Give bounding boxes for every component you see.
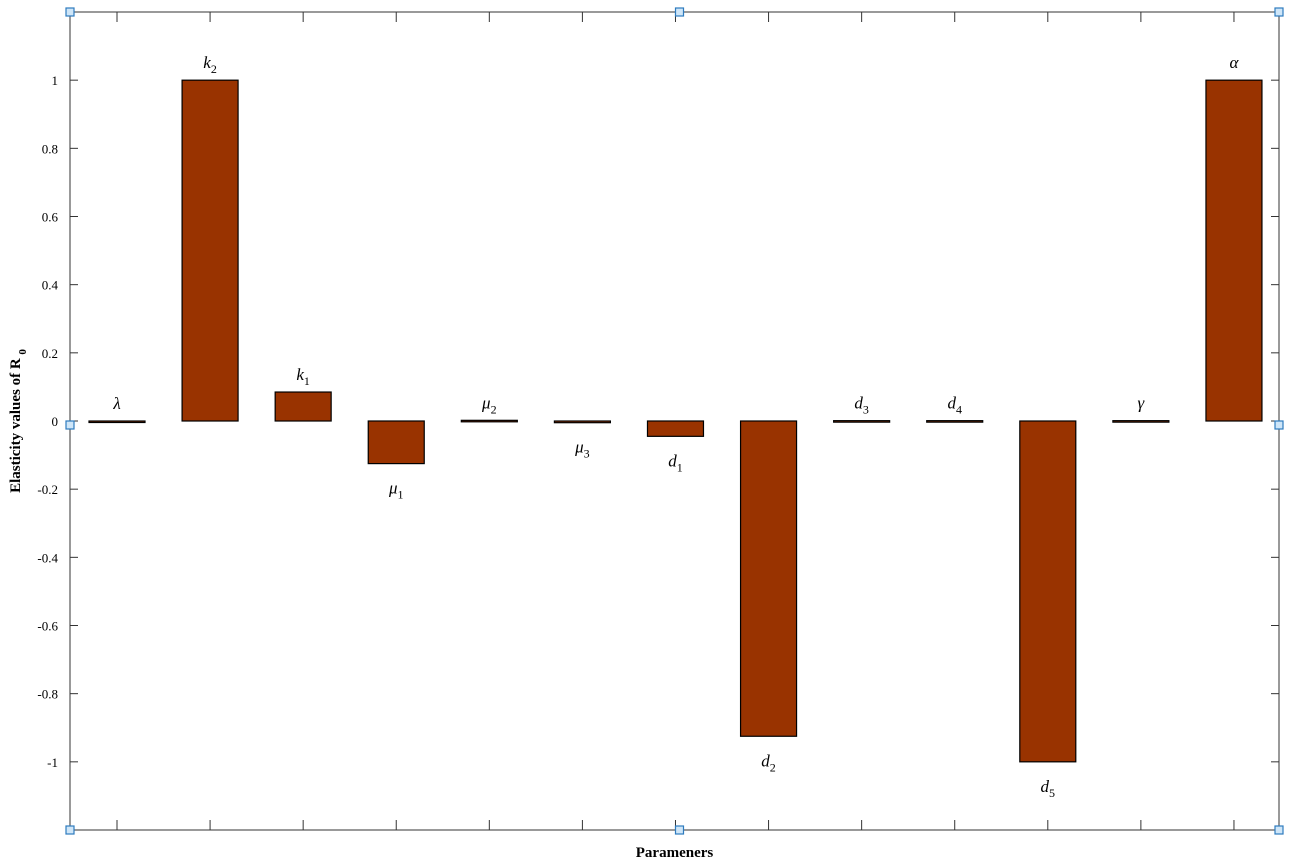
bar-label-subscript: 2: [211, 62, 217, 76]
bar: [274, 391, 332, 422]
bar-label-symbol: α: [1229, 53, 1239, 72]
bar: [926, 420, 984, 423]
bar: [833, 420, 891, 423]
bar-label: μ2: [481, 393, 497, 416]
bar-label: d1: [668, 451, 683, 474]
resize-handle[interactable]: [65, 825, 75, 835]
bar: [646, 420, 705, 437]
y-tick-label: -1: [47, 755, 58, 770]
bar: [460, 419, 518, 423]
bar-label-symbol: μ: [388, 479, 398, 498]
y-tick-label: -0.2: [37, 482, 58, 497]
bar: [1205, 79, 1263, 422]
y-tick-label: 0.8: [42, 141, 58, 156]
y-tick-label: -0.4: [37, 550, 58, 565]
bar-label: d2: [761, 751, 776, 774]
bar: [181, 79, 239, 422]
y-tick-label: -0.6: [37, 619, 58, 634]
bar-label-symbol: d: [668, 451, 677, 470]
y-tick-label: 0.6: [42, 210, 59, 225]
y-axis-label: Elasticity values of R 0: [8, 349, 29, 493]
bar: [1112, 420, 1170, 423]
bar-label-subscript: 3: [584, 447, 590, 461]
bar-label-symbol: d: [761, 751, 770, 770]
x-axis-label: Parameners: [636, 845, 714, 861]
y-tick-label: 0.2: [42, 346, 58, 361]
bar-label-symbol: μ: [574, 438, 584, 457]
resize-handle[interactable]: [65, 7, 75, 17]
bar-label-subscript: 1: [304, 374, 310, 388]
bar-label-subscript: 3: [863, 403, 869, 417]
bar-label-subscript: 5: [1049, 786, 1055, 800]
y-tick-label: 0.4: [42, 278, 59, 293]
bar-label: d5: [1041, 777, 1056, 800]
bar-label-symbol: γ: [1138, 394, 1146, 413]
resize-handle[interactable]: [674, 825, 685, 835]
bar: [553, 420, 612, 424]
bar-label: k2: [203, 53, 217, 76]
bar-label-symbol: d: [947, 394, 956, 413]
bar-label-symbol: k: [203, 53, 211, 72]
bar-label-symbol: μ: [481, 393, 491, 412]
resize-handle[interactable]: [674, 7, 685, 17]
bar-label-symbol: d: [854, 394, 863, 413]
bar: [367, 420, 425, 465]
bar: [739, 420, 798, 737]
bar-label: λ: [112, 394, 120, 413]
resize-handle[interactable]: [1274, 7, 1284, 17]
bar-label-symbol: d: [1041, 777, 1050, 796]
selection-handles[interactable]: [65, 7, 1284, 835]
bar-label: k1: [296, 365, 310, 388]
bar-label: d4: [947, 394, 962, 417]
bar-label: μ3: [574, 438, 590, 461]
bar-label-subscript: 2: [770, 760, 776, 774]
bar: [88, 420, 146, 424]
bar-label-subscript: 4: [956, 403, 962, 417]
bar-label-subscript: 2: [491, 402, 497, 416]
y-tick-label: 0: [52, 414, 59, 429]
resize-handle[interactable]: [1274, 825, 1284, 835]
bar-label: d3: [854, 394, 869, 417]
bar-label-subscript: 1: [398, 488, 404, 502]
y-tick-label: -0.8: [37, 687, 58, 702]
resize-handle[interactable]: [65, 420, 75, 430]
bars: [88, 79, 1263, 763]
bar-label-symbol: k: [296, 365, 304, 384]
bar-label: α: [1229, 53, 1239, 72]
bar-label-subscript: 1: [677, 460, 683, 474]
y-tick-labels: -1 -0.8 -0.6 -0.4 -0.2 0 0.2 0.4 0.6 0.8 1: [37, 73, 58, 770]
y-axis-label-subscript: 0: [17, 349, 29, 355]
bar-label: μ1: [388, 479, 404, 502]
resize-handle[interactable]: [1274, 420, 1284, 430]
y-tick-label: 1: [52, 73, 59, 88]
bar-label-symbol: λ: [112, 394, 120, 413]
bar-label: γ: [1138, 394, 1146, 413]
axis-ticks: [70, 12, 1279, 830]
bar: [1019, 420, 1077, 763]
y-axis-label-main: Elasticity values of R: [8, 358, 24, 493]
